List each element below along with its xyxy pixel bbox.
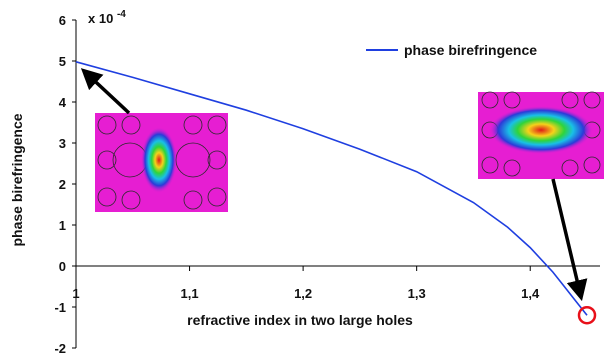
y-tick-label: 2: [59, 177, 66, 192]
y-tick-label: 5: [59, 54, 66, 69]
x-axis-title: refractive index in two large holes: [187, 312, 413, 328]
y-axis-title: phase birefringence: [9, 113, 25, 246]
legend-label: phase birefringence: [404, 42, 537, 58]
x-axis-ticks: 1 1,1 1,2 1,3 1,4: [72, 266, 540, 301]
y-exponent-label: -4: [117, 9, 126, 20]
right-arrow: [551, 178, 588, 302]
series-line: [75, 61, 588, 316]
right-mode-inset: [478, 91, 604, 179]
y-tick-label: 3: [59, 136, 66, 151]
x-tick-label: 1,4: [521, 286, 540, 301]
y-tick-label: 0: [59, 259, 66, 274]
x-tick-label: 1,3: [408, 286, 426, 301]
y-tick-label: 1: [59, 218, 66, 233]
y-tick-label: 4: [59, 95, 67, 110]
y-tick-label: -1: [54, 300, 66, 315]
y-multiplier-label: x 10 -4: [88, 9, 126, 26]
y-tick-label: 6: [59, 13, 66, 28]
left-arrow: [80, 68, 131, 115]
x-tick-label: 1: [72, 286, 79, 301]
x-tick-label: 1,1: [181, 286, 199, 301]
endpoint-circle-marker: [577, 305, 597, 325]
y-tick-label: -2: [54, 341, 66, 356]
x-tick-label: 1,2: [294, 286, 312, 301]
left-mode-inset: [95, 113, 228, 212]
